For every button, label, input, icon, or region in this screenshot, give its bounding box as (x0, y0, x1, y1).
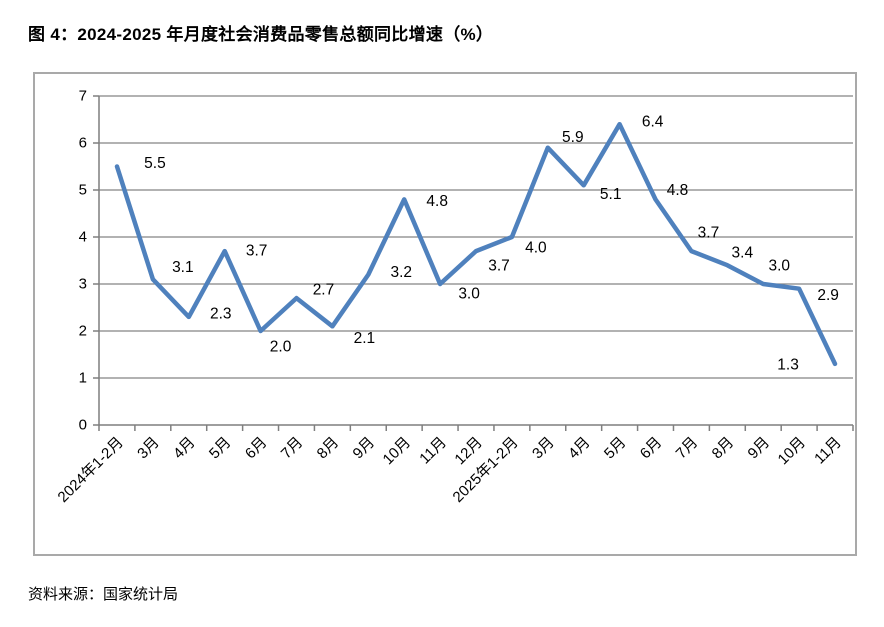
y-tick-label: 5 (79, 182, 87, 199)
data-label: 4.0 (525, 240, 547, 257)
x-category-label: 6月 (637, 434, 666, 463)
data-label: 3.7 (246, 243, 268, 260)
x-category-label: 4月 (565, 434, 594, 463)
data-label: 4.8 (667, 182, 689, 199)
data-label: 6.4 (642, 114, 664, 131)
data-label: 5.9 (562, 129, 584, 146)
x-category-label: 3月 (529, 434, 558, 463)
source-note: 资料来源：国家统计局 (28, 586, 179, 603)
data-label: 2.7 (313, 282, 335, 299)
data-label: 5.5 (144, 155, 166, 172)
data-label: 5.1 (600, 186, 622, 203)
x-category-label: 2024年1-2月 (55, 434, 127, 506)
x-category-label: 10月 (775, 434, 809, 468)
chart-frame: 0 1 2 3 4 5 6 7 2024年1-2月 3月 4月 5月 6月 7月 8月 9月 10月 11月 12月… (33, 72, 857, 556)
x-category-label: 8月 (709, 434, 738, 463)
x-category-label: 6月 (242, 434, 271, 463)
y-tick-label: 3 (79, 276, 87, 293)
x-category-label: 5月 (206, 434, 235, 463)
data-label: 4.8 (426, 193, 448, 210)
x-category-label: 9月 (745, 434, 774, 463)
x-category-label: 10月 (380, 434, 414, 468)
y-tick-label: 2 (79, 323, 87, 340)
data-label: 2.0 (270, 339, 292, 356)
data-label: 3.7 (698, 225, 720, 242)
data-label: 3.7 (488, 258, 510, 275)
data-label: 3.0 (458, 286, 480, 303)
x-category-label: 11月 (416, 434, 450, 468)
y-tick-label: 6 (79, 135, 87, 152)
x-category-label: 7月 (278, 434, 307, 463)
x-category-label: 5月 (601, 434, 630, 463)
x-category-label: 11月 (811, 434, 845, 468)
data-label: 2.9 (817, 287, 839, 304)
series-line (114, 121, 838, 367)
data-label: 2.1 (354, 330, 376, 347)
x-category-label: 7月 (673, 434, 702, 463)
x-category-label: 4月 (170, 434, 199, 463)
figure-title: 图 4：2024-2025 年月度社会消费品零售总额同比增速（%） (28, 25, 494, 44)
y-tick-label: 7 (79, 88, 87, 105)
y-tick-label: 4 (79, 229, 87, 246)
data-label: 3.4 (732, 245, 754, 262)
data-label: 3.2 (391, 264, 413, 281)
y-tick-label: 0 (79, 417, 87, 434)
x-category-label: 9月 (350, 434, 379, 463)
x-category-label: 8月 (314, 434, 343, 463)
data-label: 1.3 (777, 356, 799, 373)
data-label: 3.1 (172, 259, 194, 276)
data-label: 2.3 (210, 305, 232, 322)
y-tick-label: 1 (79, 370, 87, 387)
x-category-label: 2025年1-2月 (450, 434, 522, 506)
data-label: 3.0 (768, 258, 790, 275)
x-category-label: 3月 (134, 434, 163, 463)
